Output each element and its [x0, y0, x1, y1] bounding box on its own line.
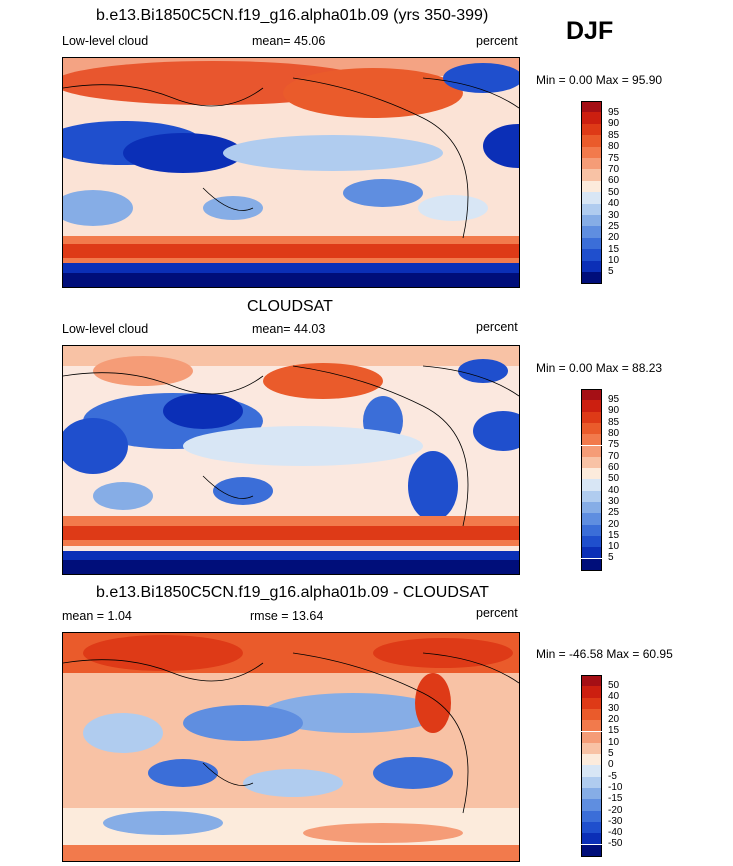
- panel3-colorbar-tick: 5: [608, 748, 614, 759]
- panel1-colorbar-tick: 10: [608, 255, 620, 266]
- panel2-colorbar-tick: 85: [608, 417, 620, 428]
- panel2-colorbar-tick: 20: [608, 519, 620, 530]
- panel2-colorbar-tick: 10: [608, 541, 620, 552]
- panel2-colorbar-tick: 40: [608, 485, 620, 496]
- panel1-field: [63, 58, 519, 287]
- panel2-colorbar-tick: 25: [608, 507, 620, 518]
- panel2-mean-label: mean= 44.03: [252, 322, 326, 336]
- panel3-colorbar-tick: -20: [608, 805, 623, 816]
- panel1-units-label: percent: [476, 34, 518, 48]
- panel3-colorbar-tick: 40: [608, 691, 620, 702]
- panel1-mean-label: mean= 45.06: [252, 34, 326, 48]
- panel2-colorbar-tick: 80: [608, 428, 620, 439]
- panel1-colorbar-tick: 50: [608, 187, 620, 198]
- panel1-colorbar-tick: 75: [608, 153, 620, 164]
- panel3-colorbar-tick: 0: [608, 759, 614, 770]
- season-label: DJF: [566, 17, 614, 45]
- panel2-colorbar-tick: 15: [608, 530, 620, 541]
- panel2-colorbar-tick: 75: [608, 439, 620, 450]
- panel1-colorbar-tick: 15: [608, 244, 620, 255]
- panel3-map: [62, 632, 520, 862]
- panel1-colorbar-tick: 70: [608, 164, 620, 175]
- panel2-colorbar-tick: 50: [608, 473, 620, 484]
- panel3-colorbar-tick: 20: [608, 714, 620, 725]
- panel1-title: b.e13.Bi1850C5CN.f19_g16.alpha01b.09 (yr…: [96, 7, 489, 24]
- panel2-minmax: Min = 0.00 Max = 88.23: [536, 361, 663, 375]
- panel3-rmse-label: rmse = 13.64: [250, 609, 324, 623]
- panel1-minmax: Min = 0.00 Max = 95.90: [536, 73, 663, 87]
- panel2-colorbar-tick: 60: [608, 462, 620, 473]
- panel2-colorbar-tick: 95: [608, 394, 620, 405]
- panel3-colorbar-tick: 30: [608, 703, 620, 714]
- panel2-colorbar: 95 90 85 80 75 70 60 50 40 30 25 20 15 1…: [581, 389, 619, 571]
- panel3-colorbar-tick: 10: [608, 737, 620, 748]
- panel1-colorbar-tick: 80: [608, 141, 620, 152]
- panel1-colorbar-tick: 20: [608, 232, 620, 243]
- panel3-colorbar: 50 40 30 20 15 10 5 0 -5 -10 -15 -20 -30…: [581, 675, 622, 857]
- panel3-units-label: percent: [476, 606, 518, 620]
- panel2-colorbar-tick: 30: [608, 496, 620, 507]
- panel1-map: [62, 57, 520, 288]
- panel2-colorbar-tick: 5: [608, 552, 614, 563]
- panel3-colorbar-tick: 15: [608, 725, 620, 736]
- panel3-minmax: Min = -46.58 Max = 60.95: [536, 647, 673, 661]
- panel1-colorbar-tick: 95: [608, 107, 620, 118]
- panel3-colorbar-tick: -30: [608, 816, 623, 827]
- panel3-title: b.e13.Bi1850C5CN.f19_g16.alpha01b.09 - C…: [96, 584, 489, 601]
- panel3-mean-label: mean = 1.04: [62, 609, 132, 623]
- panel1-colorbar-tick: 60: [608, 175, 620, 186]
- panel3-colorbar-tick: -5: [608, 771, 617, 782]
- panel2-map: [62, 345, 520, 575]
- panel1-colorbar-tick: 5: [608, 266, 614, 277]
- panel3-colorbar-tick: -15: [608, 793, 623, 804]
- panel3-field: [63, 633, 519, 861]
- panel3-colorbar-tick: -40: [608, 827, 623, 838]
- panel2-variable-label: Low-level cloud: [62, 322, 149, 336]
- panel1-colorbar-tick: 85: [608, 130, 620, 141]
- panel3-colorbar-tick: -10: [608, 782, 623, 793]
- panel3-colorbar-tick: -50: [608, 838, 623, 849]
- panel2-units-label: percent: [476, 320, 518, 334]
- panel1-colorbar-tick: 25: [608, 221, 620, 232]
- panel3-colorbar-tick: 50: [608, 680, 620, 691]
- panel2-colorbar-tick: 90: [608, 405, 620, 416]
- panel1-variable-label: Low-level cloud: [62, 34, 149, 48]
- panel1-colorbar-tick: 30: [608, 210, 620, 221]
- panel1-colorbar: 95 90 85 80 75 70 60 50 40 30 25 20 15 1…: [581, 101, 619, 284]
- panel2-colorbar-tick: 70: [608, 451, 620, 462]
- panel1-colorbar-tick: 90: [608, 118, 620, 129]
- panel1-colorbar-tick: 40: [608, 198, 620, 209]
- panel2-title: CLOUDSAT: [247, 298, 333, 315]
- panel2-field: [63, 346, 519, 574]
